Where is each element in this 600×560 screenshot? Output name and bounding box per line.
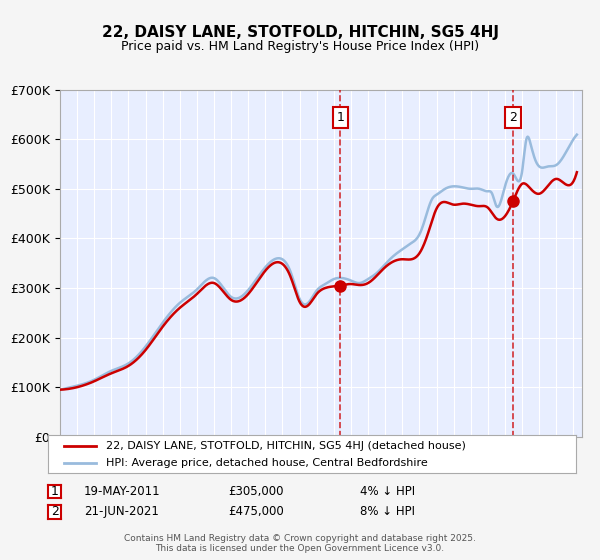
Text: Contains HM Land Registry data © Crown copyright and database right 2025.
This d: Contains HM Land Registry data © Crown c… (124, 534, 476, 553)
Text: 8% ↓ HPI: 8% ↓ HPI (360, 505, 415, 519)
Text: Price paid vs. HM Land Registry's House Price Index (HPI): Price paid vs. HM Land Registry's House … (121, 40, 479, 53)
Text: 2: 2 (509, 111, 517, 124)
Text: HPI: Average price, detached house, Central Bedfordshire: HPI: Average price, detached house, Cent… (106, 458, 428, 468)
Text: 4% ↓ HPI: 4% ↓ HPI (360, 485, 415, 498)
Text: £475,000: £475,000 (228, 505, 284, 519)
Text: 22, DAISY LANE, STOTFOLD, HITCHIN, SG5 4HJ (detached house): 22, DAISY LANE, STOTFOLD, HITCHIN, SG5 4… (106, 441, 466, 451)
Text: 1: 1 (337, 111, 344, 124)
Text: £305,000: £305,000 (228, 485, 284, 498)
Text: 2: 2 (50, 505, 59, 519)
Text: 1: 1 (50, 485, 59, 498)
Text: 19-MAY-2011: 19-MAY-2011 (84, 485, 161, 498)
Text: 21-JUN-2021: 21-JUN-2021 (84, 505, 159, 519)
Text: 22, DAISY LANE, STOTFOLD, HITCHIN, SG5 4HJ: 22, DAISY LANE, STOTFOLD, HITCHIN, SG5 4… (101, 25, 499, 40)
